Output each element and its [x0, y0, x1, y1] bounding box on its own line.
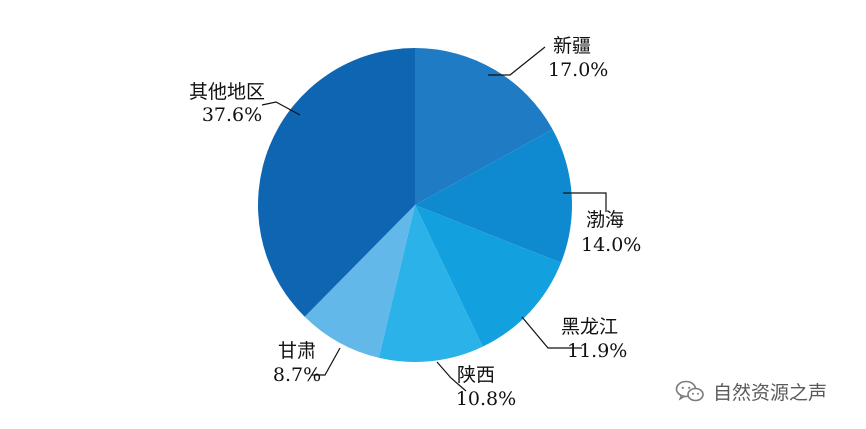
leader-line	[312, 347, 341, 376]
slice-name-label: 陕西	[457, 364, 495, 386]
slice-name-label: 新疆	[553, 35, 591, 57]
pie-slice	[304, 205, 415, 358]
slice-value-label: 10.8%	[456, 388, 516, 410]
slice-name-label: 黑龙江	[561, 316, 618, 338]
leader-line	[261, 101, 301, 116]
pie-slice	[415, 129, 572, 263]
watermark: 自然资源之声	[675, 376, 827, 406]
pie-slices	[257, 48, 572, 363]
leader-line	[563, 192, 607, 212]
leader-line	[521, 316, 582, 349]
pie-slice	[378, 205, 483, 363]
slice-value-label: 11.9%	[567, 340, 627, 362]
leader-line	[488, 46, 546, 76]
slice-value-label: 8.7%	[273, 364, 321, 386]
slice-name-label: 其他地区	[189, 81, 265, 103]
slice-name-label: 渤海	[586, 209, 624, 231]
leader-line	[436, 361, 467, 392]
pie-slice	[415, 48, 553, 205]
pie-slice	[415, 205, 561, 347]
pie-slice	[257, 48, 415, 317]
watermark-text: 自然资源之声	[713, 381, 828, 404]
slice-value-label: 14.0%	[581, 234, 641, 256]
wechat-icon	[675, 380, 704, 402]
slice-name-label: 甘肃	[278, 340, 316, 362]
slice-value-label: 37.6%	[202, 104, 262, 126]
slice-value-label: 17.0%	[548, 59, 608, 81]
